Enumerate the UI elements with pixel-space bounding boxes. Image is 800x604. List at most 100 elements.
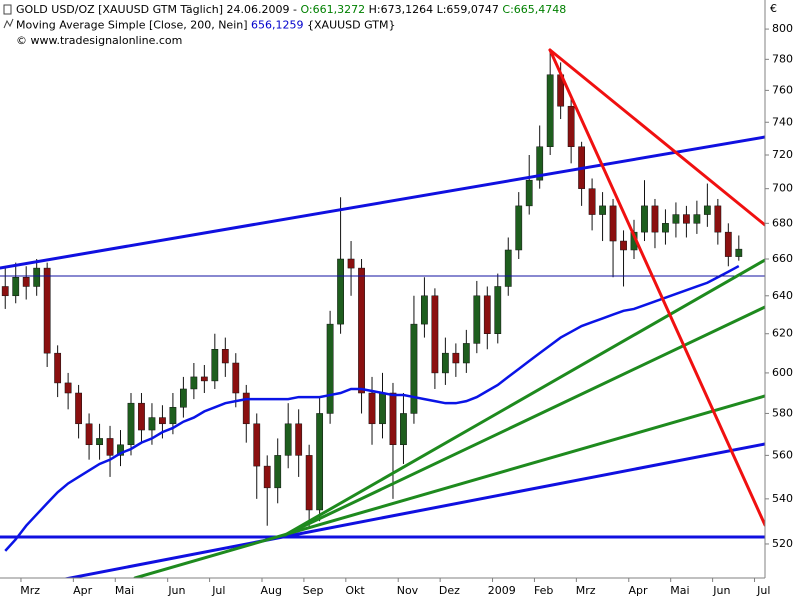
candle-body	[421, 295, 428, 325]
x-tick-label: Jul	[211, 584, 225, 597]
candle-body	[64, 382, 72, 394]
candle-body	[22, 277, 30, 287]
header-line: © www.tradesignalonline.com	[16, 34, 182, 47]
candle-body	[284, 423, 292, 456]
candle-body	[494, 286, 502, 334]
currency-label: €	[770, 2, 777, 15]
y-tick-label: 720	[772, 148, 793, 161]
header-text: L:659,0747	[433, 3, 499, 16]
candle-body	[54, 352, 62, 384]
trendline	[548, 48, 765, 227]
candle-body	[263, 465, 271, 489]
y-tick-label: 740	[772, 115, 793, 128]
header-text: O:661,3272	[300, 3, 365, 16]
candle-body	[159, 417, 166, 425]
moving-average-line	[4, 264, 740, 552]
candle-body	[379, 392, 386, 425]
candle-body	[483, 295, 491, 334]
candle-body	[253, 423, 261, 467]
y-tick-label: 680	[772, 216, 793, 229]
x-tick-label: Mrz	[576, 584, 596, 597]
candle-body	[232, 362, 240, 394]
candle-body	[221, 349, 229, 364]
candle-body	[1, 286, 9, 297]
candle-body	[599, 205, 606, 215]
x-tick-label: Jun	[167, 584, 185, 597]
y-tick-label: 640	[772, 289, 793, 302]
candle-body	[452, 352, 460, 364]
candle-body	[714, 205, 722, 233]
x-tick-label: Okt	[345, 584, 365, 597]
y-tick-label: 660	[772, 252, 793, 265]
candle-body	[651, 205, 659, 233]
candle-body	[693, 214, 701, 224]
x-tick-label: Jun	[712, 584, 730, 597]
y-tick-label: 520	[772, 537, 793, 550]
candle-body	[724, 231, 732, 257]
candle-body	[672, 214, 680, 224]
x-tick-label: Jul	[756, 584, 770, 597]
candle-body	[347, 258, 355, 269]
candle-body	[12, 277, 20, 297]
candle-body	[169, 407, 177, 425]
candle-body	[242, 392, 250, 425]
candle-body	[179, 388, 187, 408]
header-text: Moving Average Simple [Close, 200, Nein]	[16, 19, 251, 32]
candle-body	[316, 413, 324, 511]
candle-body	[43, 267, 51, 354]
icon	[3, 18, 14, 29]
x-tick-label: Mai	[115, 584, 134, 597]
trendline	[0, 135, 765, 270]
x-tick-label: Sep	[303, 584, 324, 597]
candle-body	[274, 455, 282, 489]
candle-body	[588, 188, 596, 215]
axes: € 520 540 560 580 600 620 640 660 680 700 720 740 76…	[0, 0, 793, 597]
candle-body	[368, 392, 376, 425]
y-tick-label: 780	[772, 52, 793, 65]
candle-body	[190, 376, 198, 390]
candle-body	[96, 438, 103, 446]
candle-body	[567, 105, 575, 147]
y-tick-label: 760	[772, 83, 793, 96]
candle-body	[326, 323, 334, 414]
trendline	[548, 48, 765, 527]
header-text: © www.tradesignalonline.com	[16, 34, 182, 47]
header-text: {XAUUSD GTM}	[304, 19, 396, 32]
candle-body	[106, 438, 114, 456]
candle-body	[200, 376, 208, 382]
candle-body	[75, 392, 82, 425]
header-line: GOLD USD/OZ [XAUUSD GTM Täglich] 24.06.2…	[16, 3, 566, 16]
candle-body	[515, 205, 523, 251]
candle-body	[389, 392, 397, 446]
trendline	[283, 258, 765, 537]
candle-body	[117, 444, 124, 456]
candle-body	[358, 267, 365, 394]
x-tick-label: Dez	[439, 584, 460, 597]
y-tick-label: 600	[772, 366, 793, 379]
x-tick-label: Nov	[397, 584, 419, 597]
candle-body	[609, 205, 617, 242]
header: GOLD USD/OZ [XAUUSD GTM Täglich] 24.06.2…	[3, 3, 566, 47]
x-tick-label: Apr	[73, 584, 93, 597]
y-tick-label: 620	[772, 327, 793, 340]
x-tick-label: Aug	[260, 584, 281, 597]
header-line: Moving Average Simple [Close, 200, Nein]…	[16, 19, 395, 32]
header-text: [XAUUSD GTM Täglich] 24.06.2009 -	[95, 3, 301, 16]
candle-body	[305, 455, 313, 511]
y-tick-label: 800	[772, 22, 793, 35]
trendline	[133, 394, 765, 578]
icon	[3, 4, 12, 15]
header-text: 656,1259	[251, 19, 304, 32]
candle-body	[85, 423, 93, 446]
candle-body	[33, 267, 41, 287]
candle-body	[735, 248, 743, 257]
candle-body	[662, 223, 669, 233]
x-tick-label: 2009	[488, 584, 516, 597]
trendlines	[0, 48, 765, 578]
candle-body	[546, 74, 554, 147]
candle-body	[641, 205, 648, 233]
candle-body	[337, 258, 344, 325]
header-text: H:673,1264	[365, 3, 433, 16]
trendline	[62, 442, 765, 578]
